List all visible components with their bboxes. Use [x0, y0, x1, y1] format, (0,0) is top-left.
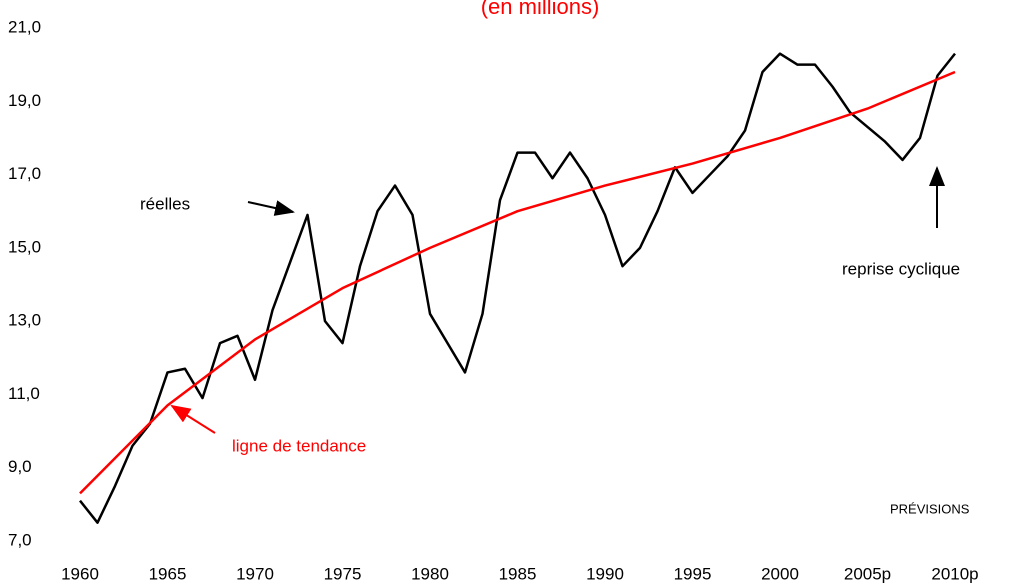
x-tick-label: 1965 — [149, 564, 187, 583]
x-tick-label: 1960 — [61, 564, 99, 583]
chart-subtitle: (en millions) — [481, 0, 600, 19]
x-tick-label: 1985 — [499, 564, 537, 583]
line-series — [79, 70, 956, 495]
y-tick-label: 11,0 — [8, 384, 40, 403]
annotation: PRÉVISIONS — [890, 501, 970, 516]
line-series — [79, 52, 956, 524]
x-tick-label: 2000 — [761, 564, 799, 583]
x-tick-label: 2010p — [931, 564, 978, 583]
y-tick-label: 19,0 — [8, 91, 41, 110]
arrow — [170, 404, 216, 434]
x-tick-label: 1980 — [411, 564, 449, 583]
x-tick-label: 1995 — [674, 564, 712, 583]
y-tick-label: 21,0 — [8, 17, 41, 36]
x-tick-label: 1990 — [586, 564, 624, 583]
y-tick-label: 15,0 — [8, 237, 41, 256]
y-tick-label: 17,0 — [8, 164, 41, 183]
annotation: ligne de tendance — [232, 436, 366, 455]
annotation: reprise cyclique — [842, 259, 960, 278]
arrow — [247, 200, 295, 216]
y-tick-label: 13,0 — [8, 311, 41, 330]
x-tick-label: 1970 — [236, 564, 274, 583]
y-tick-label: 7,0 — [8, 530, 32, 549]
annotation: réelles — [140, 194, 190, 213]
x-tick-label: 2005p — [844, 564, 891, 583]
y-tick-label: 9,0 — [8, 457, 32, 476]
x-tick-label: 1975 — [324, 564, 362, 583]
